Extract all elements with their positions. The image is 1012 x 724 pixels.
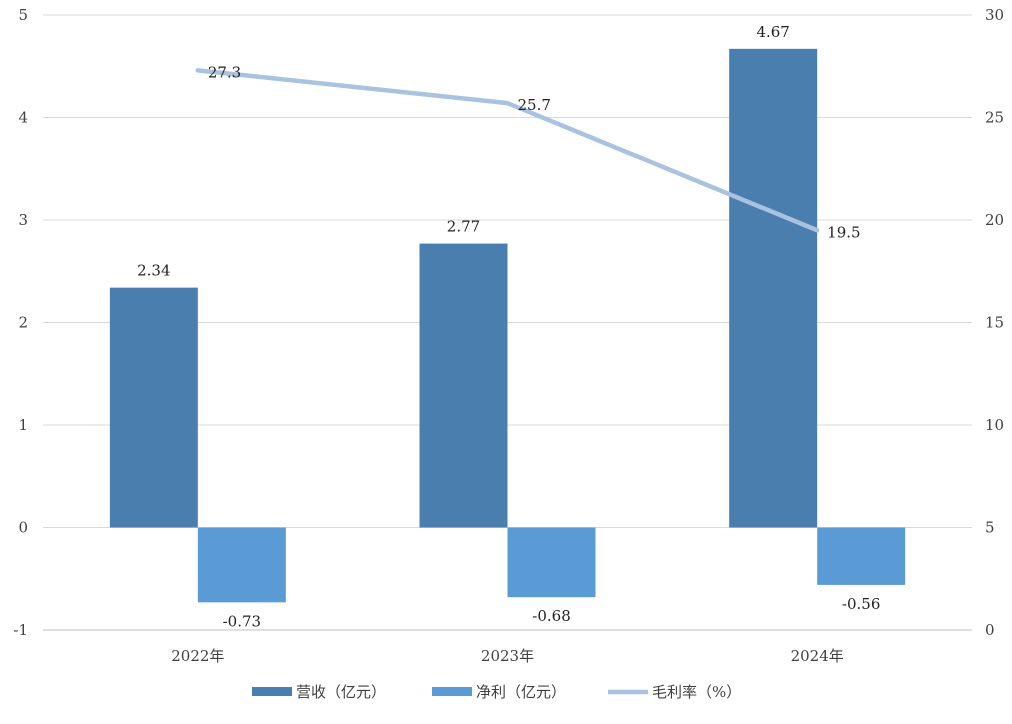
- legend-swatch: [252, 687, 292, 696]
- legend-swatch: [432, 687, 472, 696]
- y-left-tick-label: 5: [18, 6, 28, 24]
- y-left-tick-label: 3: [18, 211, 28, 229]
- y-right-tick-label: 20: [985, 211, 1004, 229]
- bar: [507, 527, 596, 598]
- bars: [109, 48, 906, 603]
- y-right-tick-label: 30: [985, 6, 1004, 24]
- line-point: [195, 68, 200, 73]
- bar: [817, 527, 906, 585]
- data-labels: 2.34 2.77 4.67 -0.73 -0.68 -0.56 27.3 25.7 19.5: [137, 23, 880, 631]
- legend: 营收（亿元） 净利（亿元） 毛利率（%）: [252, 683, 741, 701]
- y-left-tick-label: 1: [18, 416, 28, 434]
- line-point: [505, 101, 510, 106]
- bar: [729, 48, 818, 528]
- bar-data-label: 4.67: [756, 23, 789, 41]
- line-point: [815, 228, 820, 233]
- y-left-tick-label: 2: [18, 314, 28, 332]
- y-right-tick-label: 10: [985, 416, 1004, 434]
- y-left-tick-label: -1: [13, 621, 28, 639]
- bar: [109, 287, 198, 528]
- bar-data-label: 2.34: [137, 262, 170, 280]
- y-right-tick-label: 0: [985, 621, 995, 639]
- y-right-tick-label: 25: [985, 109, 1004, 127]
- line-series-path: [195, 68, 820, 233]
- bar: [197, 527, 286, 603]
- bar-data-label: -0.73: [223, 612, 261, 630]
- legend-label: 营收（亿元）: [296, 683, 386, 701]
- bar-data-label: -0.68: [532, 607, 570, 625]
- line-data-label: 19.5: [827, 223, 860, 241]
- y-right-tick-label: 5: [985, 519, 995, 537]
- line-data-label: 27.3: [208, 63, 241, 81]
- line-data-label: 25.7: [518, 96, 551, 114]
- axes: -1 0 1 2 3 4 5 0 5 10 15 20 25 30 2022年 2023年 2024年: [13, 6, 1004, 665]
- line-series: [195, 68, 820, 233]
- legend-label: 净利（亿元）: [476, 683, 566, 701]
- x-tick-label: 2022年: [171, 647, 224, 665]
- bar-data-label: 2.77: [447, 218, 480, 236]
- x-tick-label: 2023年: [481, 647, 534, 665]
- y-right-tick-label: 15: [985, 314, 1004, 332]
- bar: [419, 243, 508, 528]
- x-tick-label: 2024年: [791, 647, 844, 665]
- legend-label: 毛利率（%）: [652, 683, 741, 701]
- y-left-tick-label: 0: [18, 519, 28, 537]
- bar-data-label: -0.56: [842, 595, 880, 613]
- y-left-tick-label: 4: [18, 109, 28, 127]
